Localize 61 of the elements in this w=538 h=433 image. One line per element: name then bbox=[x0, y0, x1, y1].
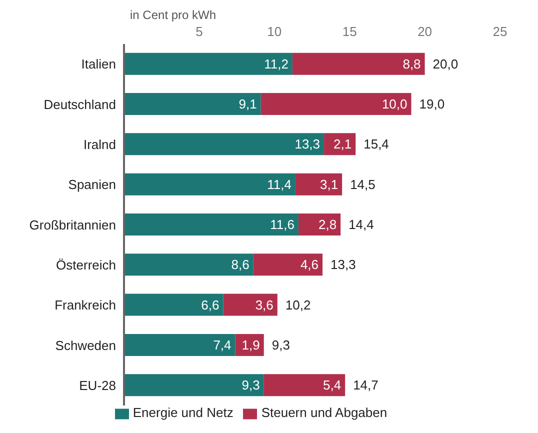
bar bbox=[124, 213, 298, 236]
bar bbox=[124, 92, 261, 115]
x-tick-label: 5 bbox=[196, 24, 203, 39]
bar bbox=[292, 52, 425, 75]
data-label: 6,6 bbox=[201, 297, 220, 312]
y-tick-label: Deutschland bbox=[44, 96, 116, 112]
data-label: 3,1 bbox=[320, 176, 338, 192]
total-label: 9,3 bbox=[272, 337, 290, 352]
total-label: 10,2 bbox=[285, 297, 311, 312]
data-label: 13,3 bbox=[294, 136, 320, 152]
y-tick-label: Iralnd bbox=[83, 137, 116, 152]
data-label: 10,0 bbox=[382, 96, 408, 112]
total-label: 14,4 bbox=[348, 216, 374, 232]
y-tick-label: Schweden bbox=[55, 338, 116, 353]
legend-label: Steuern und Abgaben bbox=[261, 405, 388, 420]
total-label: 15,4 bbox=[364, 136, 389, 152]
y-tick-label: Italien bbox=[81, 56, 116, 72]
bar bbox=[124, 254, 254, 276]
bar bbox=[253, 254, 323, 276]
data-label: 11,2 bbox=[264, 56, 288, 72]
data-label: 9,3 bbox=[242, 378, 260, 393]
x-tick-label: 25 bbox=[492, 24, 508, 39]
total-label: 19,0 bbox=[419, 96, 445, 112]
data-label: 8,8 bbox=[402, 56, 421, 72]
x-tick-label: 10 bbox=[267, 24, 282, 39]
y-tick-label: Großbritannien bbox=[29, 217, 116, 232]
data-label: 4,6 bbox=[300, 257, 319, 272]
data-label: 2,8 bbox=[318, 216, 337, 232]
total-label: 13,3 bbox=[330, 257, 356, 272]
bar bbox=[260, 92, 412, 115]
data-label: 8,6 bbox=[231, 257, 250, 272]
bar bbox=[124, 334, 236, 356]
data-label: 9,1 bbox=[238, 96, 257, 112]
bar bbox=[298, 213, 341, 236]
x-tick-label: 20 bbox=[418, 24, 432, 39]
data-label: 3,6 bbox=[255, 297, 274, 312]
legend-label: Energie und Netz bbox=[132, 405, 234, 420]
bar bbox=[124, 133, 324, 156]
bar bbox=[124, 173, 296, 196]
data-label: 5,4 bbox=[323, 378, 342, 393]
total-label: 20,0 bbox=[432, 56, 458, 72]
total-label: 14,5 bbox=[350, 176, 376, 192]
data-label: 2,1 bbox=[334, 136, 352, 152]
total-label: 14,7 bbox=[353, 378, 378, 393]
y-tick-label: EU-28 bbox=[79, 378, 116, 393]
bar bbox=[264, 374, 346, 396]
bar bbox=[295, 173, 342, 196]
data-label: 11,6 bbox=[270, 216, 294, 232]
bar bbox=[124, 294, 224, 316]
y-tick-label: Frankreich bbox=[54, 298, 116, 313]
bar bbox=[324, 133, 356, 156]
y-tick-label: Österreich bbox=[56, 257, 116, 272]
data-label: 11,4 bbox=[267, 176, 292, 192]
bar bbox=[124, 52, 292, 75]
x-tick-label: 15 bbox=[342, 24, 357, 39]
bar bbox=[223, 294, 278, 316]
y-tick-label: Spanien bbox=[68, 177, 116, 192]
x-axis-title: in Cent pro kWh bbox=[130, 8, 216, 22]
data-label: 1,9 bbox=[242, 337, 260, 352]
bar bbox=[124, 374, 264, 396]
data-label: 7,4 bbox=[213, 337, 232, 352]
